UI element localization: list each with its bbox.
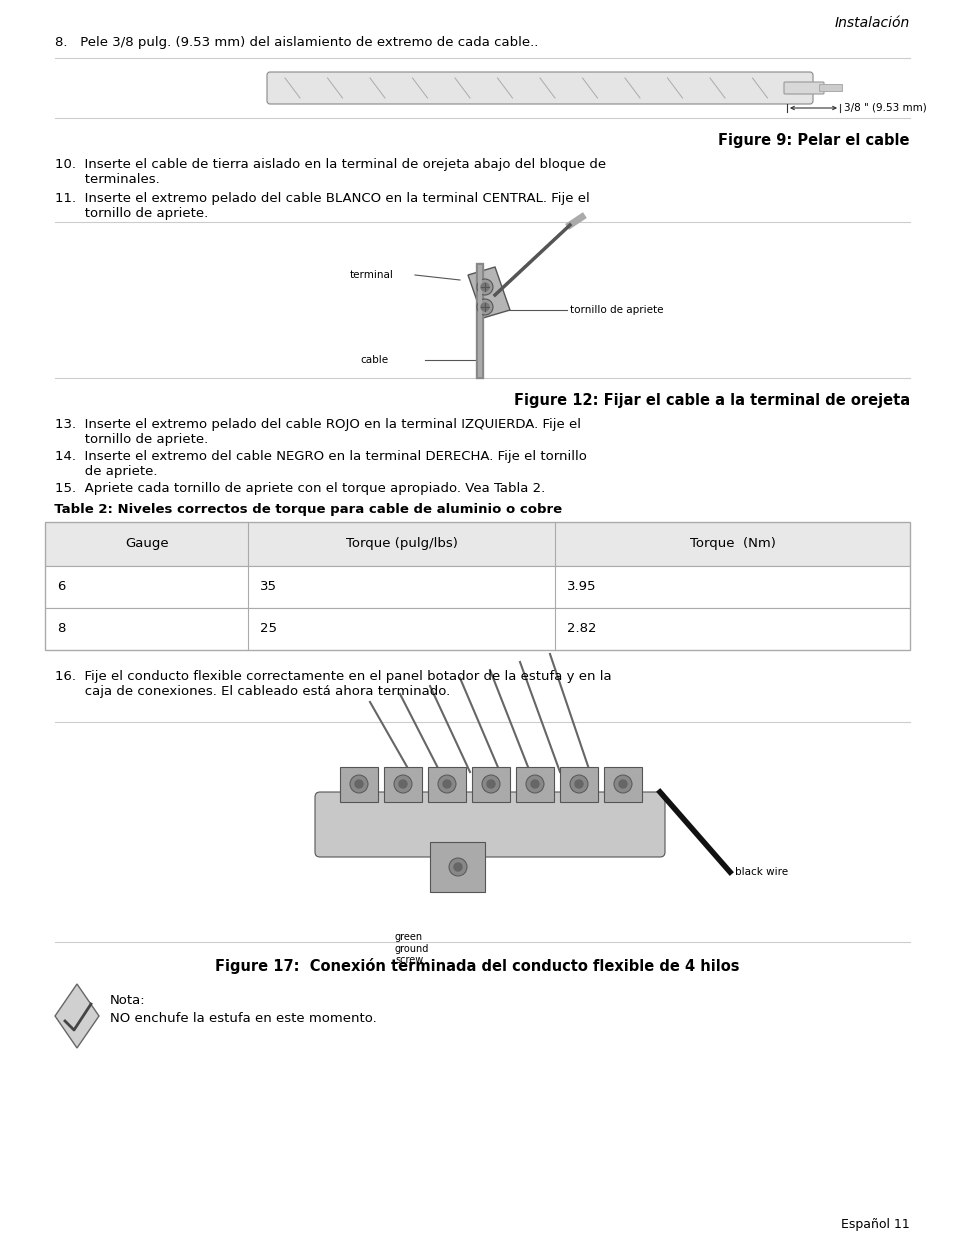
Text: 8: 8 [57, 622, 66, 636]
Circle shape [355, 781, 363, 788]
Text: 14.  Inserte el extremo del cable NEGRO en la terminal DERECHA. Fije el tornillo: 14. Inserte el extremo del cable NEGRO e… [55, 450, 586, 478]
Text: terminal: terminal [350, 270, 394, 280]
Text: Figure 17:  Conexión terminada del conducto flexible de 4 hilos: Figure 17: Conexión terminada del conduc… [214, 958, 739, 974]
FancyBboxPatch shape [783, 82, 823, 94]
Circle shape [481, 776, 499, 793]
Text: cable: cable [359, 354, 388, 366]
Text: Español 11: Español 11 [841, 1218, 909, 1231]
Polygon shape [468, 267, 510, 317]
Text: 3/8 " (9.53 mm): 3/8 " (9.53 mm) [843, 103, 925, 112]
Circle shape [614, 776, 631, 793]
Text: tornillo de apriete: tornillo de apriete [569, 305, 662, 315]
Text: Table 2: Niveles correctos de torque para cable de aluminio o cobre: Table 2: Niveles correctos de torque par… [45, 503, 561, 516]
Bar [384, 767, 421, 802]
Text: 13.  Inserte el extremo pelado del cable ROJO en la terminal IZQUIERDA. Fije el
: 13. Inserte el extremo pelado del cable … [55, 417, 580, 446]
Bar [430, 842, 484, 892]
Circle shape [480, 283, 489, 291]
Text: 35: 35 [260, 580, 277, 594]
Text: black wire: black wire [734, 867, 787, 877]
Circle shape [618, 781, 626, 788]
Circle shape [442, 781, 451, 788]
Circle shape [486, 781, 495, 788]
Circle shape [531, 781, 538, 788]
Text: Figure 9: Pelar el cable: Figure 9: Pelar el cable [718, 133, 909, 148]
Bar [603, 767, 641, 802]
Bar [559, 767, 598, 802]
FancyBboxPatch shape [314, 792, 664, 857]
Bar [45, 566, 909, 608]
Text: Torque  (Nm): Torque (Nm) [689, 537, 775, 551]
Circle shape [525, 776, 543, 793]
Text: 11.  Inserte el extremo pelado del cable BLANCO en la terminal CENTRAL. Fije el
: 11. Inserte el extremo pelado del cable … [55, 191, 589, 220]
Text: NO enchufe la estufa en este momento.: NO enchufe la estufa en este momento. [110, 1011, 376, 1025]
Text: 3.95: 3.95 [567, 580, 597, 594]
Bar [45, 522, 909, 650]
Text: Gauge: Gauge [125, 537, 169, 551]
Circle shape [480, 303, 489, 311]
FancyBboxPatch shape [819, 84, 841, 91]
Circle shape [398, 781, 407, 788]
Polygon shape [55, 984, 99, 1049]
Circle shape [449, 858, 467, 876]
Circle shape [350, 776, 368, 793]
Bar [45, 608, 909, 650]
Bar [428, 767, 465, 802]
Circle shape [476, 279, 493, 295]
Circle shape [394, 776, 412, 793]
Circle shape [437, 776, 456, 793]
Bar [472, 767, 510, 802]
Text: Torque (pulg/lbs): Torque (pulg/lbs) [346, 537, 457, 551]
Text: Nota:: Nota: [110, 994, 146, 1007]
Text: 2.82: 2.82 [567, 622, 597, 636]
Text: green
ground
screw: green ground screw [395, 932, 429, 966]
Circle shape [569, 776, 587, 793]
Text: 8.   Pele 3/8 pulg. (9.53 mm) del aislamiento de extremo de cada cable..: 8. Pele 3/8 pulg. (9.53 mm) del aislamie… [55, 36, 537, 49]
FancyBboxPatch shape [267, 72, 812, 104]
Text: 16.  Fije el conducto flexible correctamente en el panel botador de la estufa y : 16. Fije el conducto flexible correctame… [55, 671, 611, 698]
Bar [516, 767, 554, 802]
Circle shape [575, 781, 582, 788]
Circle shape [476, 299, 493, 315]
Text: Figure 12: Fijar el cable a la terminal de orejeta: Figure 12: Fijar el cable a la terminal … [514, 393, 909, 408]
Text: 6: 6 [57, 580, 66, 594]
Text: 15.  Apriete cada tornillo de apriete con el torque apropiado. Vea Tabla 2.: 15. Apriete cada tornillo de apriete con… [55, 482, 545, 495]
Bar [45, 522, 909, 566]
Text: 25: 25 [260, 622, 277, 636]
Text: 10.  Inserte el cable de tierra aislado en la terminal de orejeta abajo del bloq: 10. Inserte el cable de tierra aislado e… [55, 158, 605, 186]
Bar [339, 767, 377, 802]
Circle shape [454, 863, 461, 871]
Text: Instalación: Instalación [834, 16, 909, 30]
